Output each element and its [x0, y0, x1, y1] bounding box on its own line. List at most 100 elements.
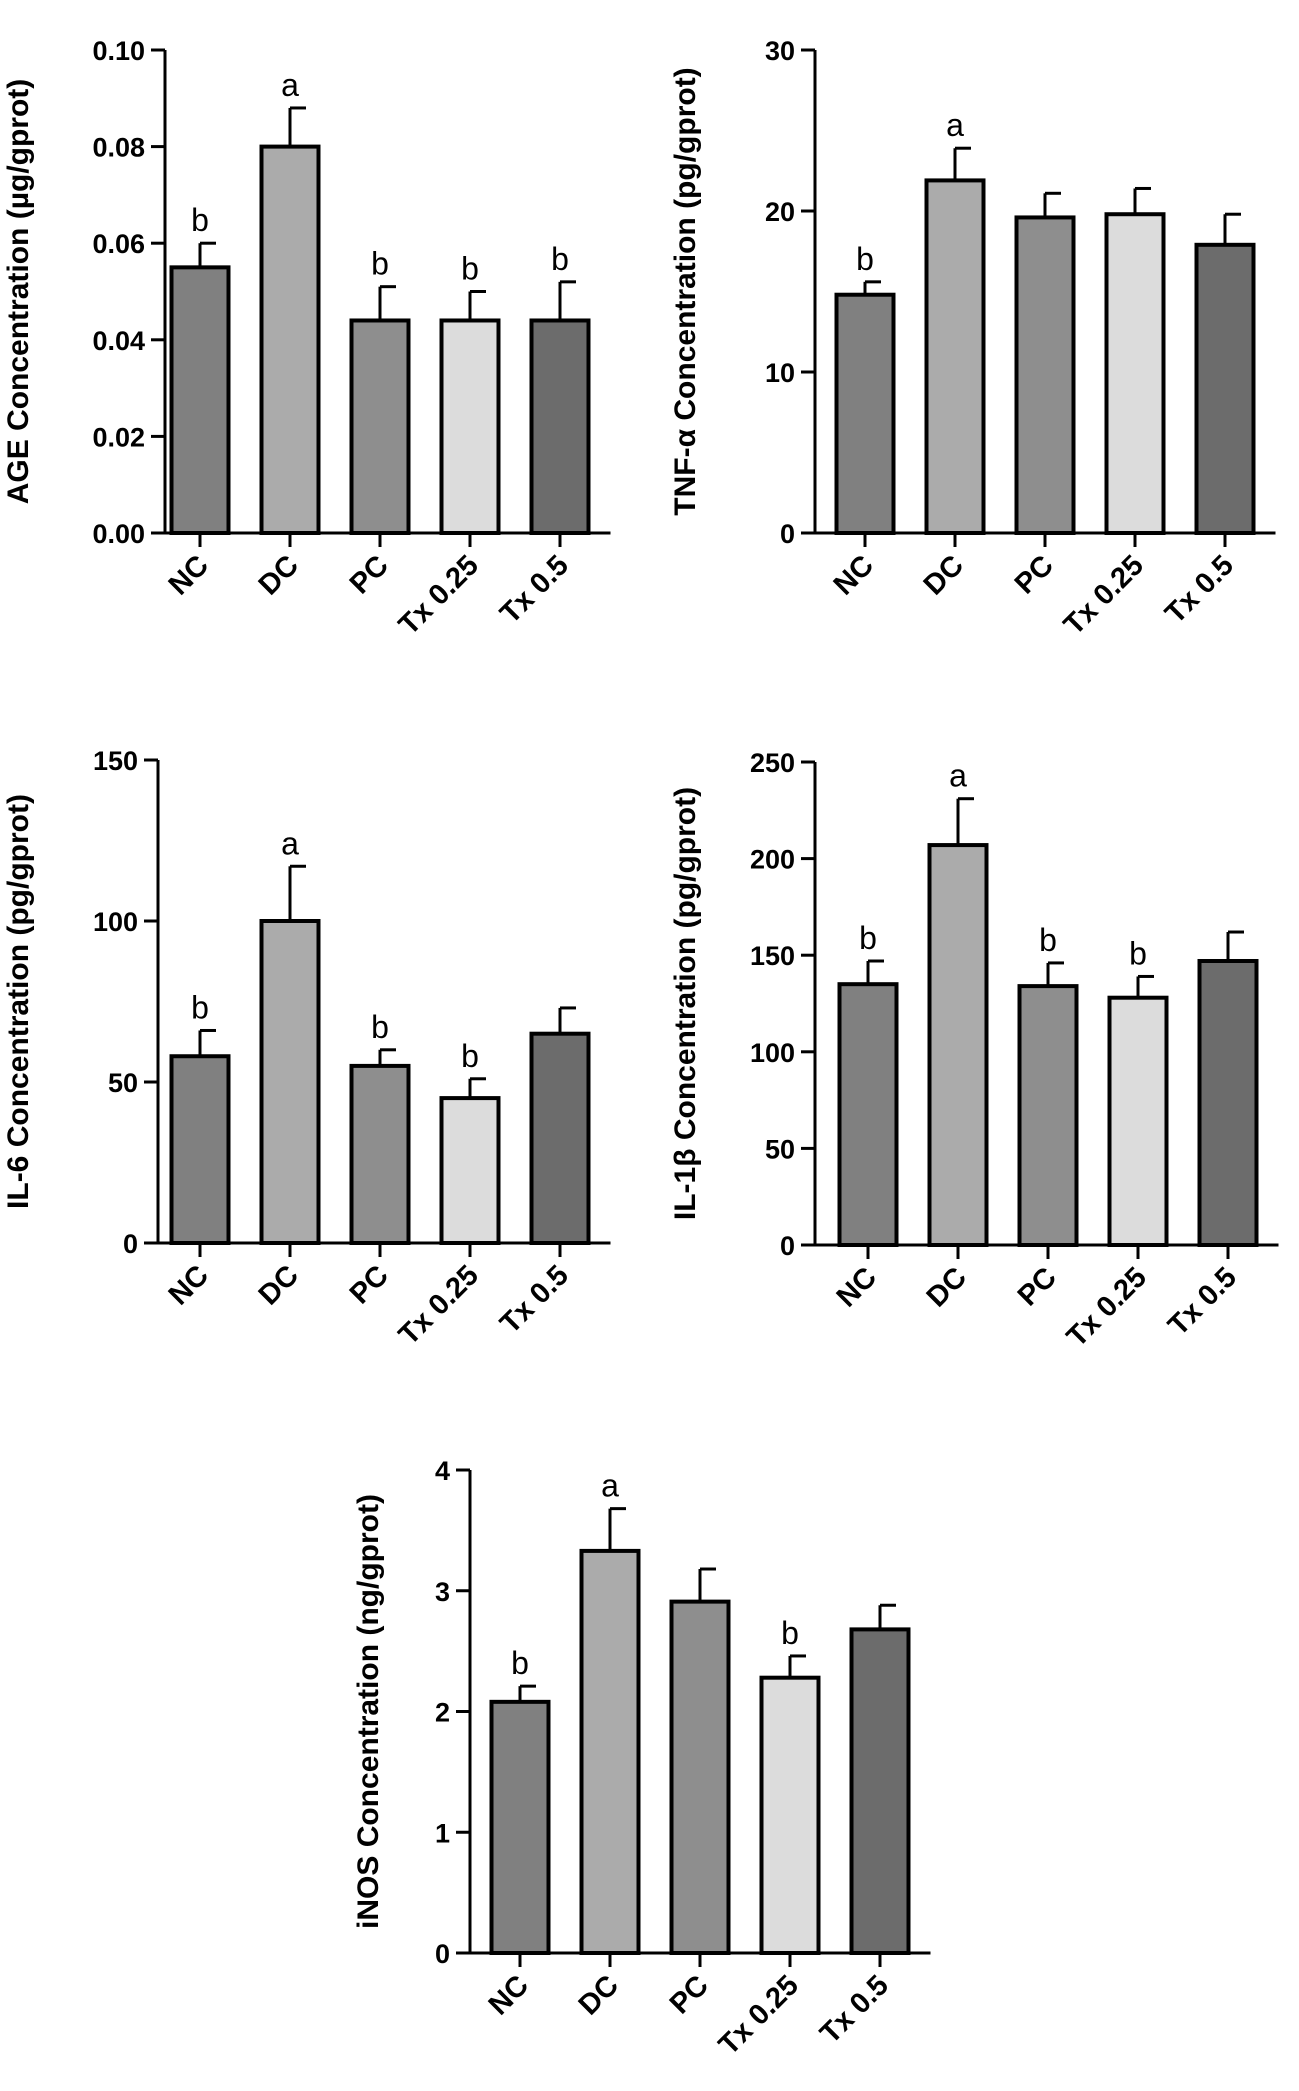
y-axis-title: iNOS Concentration (ng/gprot) — [352, 1494, 385, 1929]
chart-panel-1: 0.00 0.02 0.04 0.06 0.08 0.10 AGE Concentratio… — [2, 36, 611, 641]
significance-label: b — [781, 1615, 799, 1651]
y-tick-label: 50 — [108, 1068, 138, 1098]
category-label: NC — [828, 549, 880, 601]
bar-tx-0-5 — [1194, 242, 1256, 535]
bar-pc — [349, 318, 411, 536]
y-tick-label: 100 — [93, 907, 138, 937]
category-label: Tx 0.5 — [1159, 549, 1240, 630]
significance-label: b — [1129, 935, 1147, 971]
y-axis-title: IL-1β Concentration (pg/gprot) — [669, 787, 702, 1220]
y-tick-label: 100 — [750, 1038, 795, 1068]
significance-label: b — [1039, 922, 1057, 958]
category-label: PC — [664, 1969, 715, 2020]
chart-panel-4: 0 50 100 150 200 250 IL-1β Concentration (pg/g… — [669, 748, 1279, 1353]
significance-label: b — [371, 1009, 389, 1045]
significance-label: b — [859, 920, 877, 956]
chart-panel-2: 0 10 20 30 TNF-α Concentration (pg/gprot) NC b… — [669, 36, 1276, 641]
bar-tx-0-5 — [849, 1627, 911, 1955]
bar-tx-0-25 — [439, 318, 501, 536]
significance-label: b — [551, 241, 569, 277]
chart-panel-5: 0 1 2 3 4 iNOS Concentration (ng/gprot) NC b DC a… — [352, 1456, 931, 2061]
significance-label: a — [949, 758, 967, 794]
y-axis-title: TNF-α Concentration (pg/gprot) — [669, 67, 702, 515]
bar-dc — [579, 1548, 641, 1955]
bar-pc — [669, 1599, 731, 1956]
bar-tx-0-25 — [439, 1096, 501, 1245]
y-tick-label: 0.08 — [92, 133, 145, 163]
significance-label: b — [511, 1645, 529, 1681]
y-tick-label: 150 — [93, 746, 138, 776]
y-tick-label: 50 — [765, 1134, 795, 1164]
category-label: Tx 0.25 — [393, 549, 485, 641]
category-label: DC — [921, 1261, 973, 1313]
bar-tx-0-25 — [1104, 212, 1166, 535]
y-axis-title: AGE Concentration (µg/gprot) — [2, 79, 35, 505]
y-tick-label: 250 — [750, 748, 795, 778]
y-tick-label: 200 — [750, 845, 795, 875]
y-tick-label: 4 — [435, 1456, 450, 1486]
category-label: Tx 0.25 — [1058, 549, 1150, 641]
category-label: Tx 0.25 — [1061, 1261, 1153, 1353]
category-label: Tx 0.5 — [814, 1969, 895, 2050]
y-tick-label: 20 — [765, 197, 795, 227]
y-tick-label: 0 — [123, 1229, 138, 1259]
y-tick-label: 2 — [435, 1698, 450, 1728]
bar-dc — [259, 144, 321, 535]
bar-nc — [169, 1054, 231, 1245]
bar-pc — [1017, 984, 1079, 1247]
category-label: Tx 0.5 — [1162, 1261, 1243, 1342]
category-label: NC — [163, 1259, 215, 1311]
category-label: DC — [918, 549, 970, 601]
significance-label: a — [601, 1468, 619, 1504]
y-tick-label: 30 — [765, 36, 795, 66]
bar-nc — [169, 265, 231, 535]
bar-tx-0-5 — [529, 318, 591, 536]
bar-nc — [489, 1699, 551, 1955]
significance-label: a — [946, 107, 964, 143]
category-label: PC — [1009, 549, 1060, 600]
bar-tx-0-25 — [759, 1675, 821, 1955]
y-tick-label: 0.06 — [92, 229, 145, 259]
y-axis-title: IL-6 Concentration (pg/gprot) — [2, 794, 35, 1209]
bar-tx-0-25 — [1107, 995, 1169, 1247]
bar-dc — [927, 843, 989, 1247]
y-tick-label: 0.02 — [92, 422, 145, 452]
bar-pc — [349, 1063, 411, 1246]
bar-nc — [834, 292, 896, 535]
y-tick-label: 150 — [750, 941, 795, 971]
category-label: DC — [573, 1969, 625, 2021]
category-label: Tx 0.5 — [494, 1259, 575, 1340]
bar-nc — [837, 982, 899, 1247]
category-label: DC — [253, 549, 305, 601]
significance-label: a — [281, 825, 299, 861]
chart-panel-3: 0 50 100 150 IL-6 Concentration (pg/gprot) NC… — [2, 746, 611, 1351]
category-label: PC — [344, 1259, 395, 1310]
category-label: PC — [1012, 1261, 1063, 1312]
significance-label: b — [191, 989, 209, 1025]
significance-label: b — [371, 246, 389, 282]
category-label: Tx 0.25 — [393, 1259, 485, 1351]
bar-pc — [1014, 215, 1076, 535]
significance-label: b — [461, 1038, 479, 1074]
y-tick-label: 0 — [780, 519, 795, 549]
category-label: NC — [163, 549, 215, 601]
category-label: Tx 0.25 — [713, 1969, 805, 2061]
y-tick-label: 3 — [435, 1577, 450, 1607]
y-tick-label: 0.10 — [92, 36, 145, 66]
significance-label: b — [856, 241, 874, 277]
y-tick-label: 10 — [765, 358, 795, 388]
significance-label: a — [281, 67, 299, 103]
category-label: NC — [483, 1969, 535, 2021]
y-tick-label: 0.04 — [92, 326, 145, 356]
bar-dc — [924, 178, 986, 535]
significance-label: b — [461, 251, 479, 287]
category-label: PC — [344, 549, 395, 600]
y-tick-label: 0 — [435, 1939, 450, 1969]
significance-label: b — [191, 202, 209, 238]
category-label: DC — [253, 1259, 305, 1311]
category-label: NC — [831, 1261, 883, 1313]
bar-dc — [259, 919, 321, 1245]
y-tick-label: 0.00 — [92, 519, 145, 549]
